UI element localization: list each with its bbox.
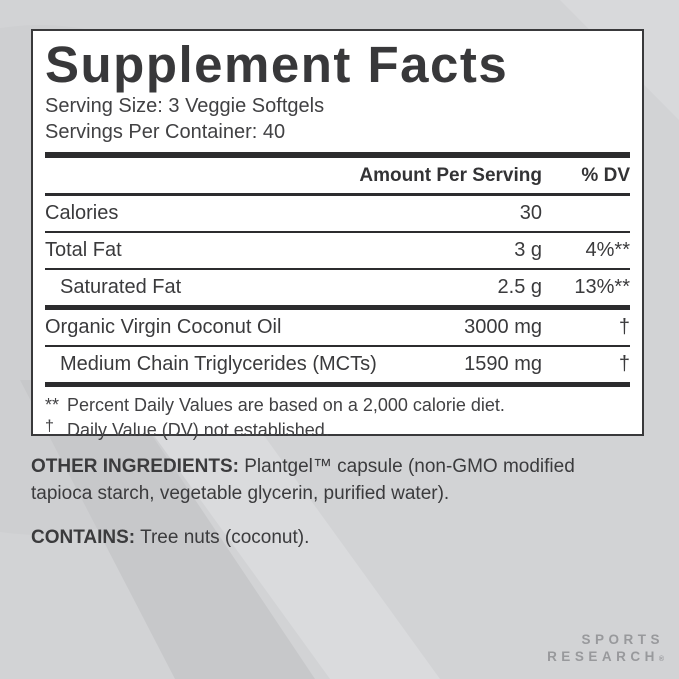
row-amount: 3 g [514, 239, 542, 262]
brand-line-research: RESEARCH® [547, 648, 664, 668]
other-ingredients-section: OTHER INGREDIENTS: Plantgel™ capsule (no… [31, 453, 619, 551]
other-ingredients-label: OTHER INGREDIENTS: [31, 456, 239, 477]
footnote-dv-not-established: † Daily Value (DV) not established. [45, 418, 630, 443]
row-amount: 30 [519, 202, 542, 225]
brand-line-sports: SPORTS [581, 632, 664, 647]
footnote-text: Daily Value (DV) not established. [67, 420, 330, 441]
row-dv: 4%** [585, 239, 630, 262]
footnotes: ** Percent Daily Values are based on a 2… [45, 387, 630, 443]
row-name: Medium Chain Triglycerides (MCTs) [60, 353, 377, 376]
serving-size: Serving Size: 3 Veggie Softgels [45, 95, 325, 118]
divider-heavy [45, 305, 630, 311]
table-row-saturated-fat: Saturated Fat 2.5 g 13%** [45, 270, 630, 305]
table-row-calories: Calories 30 [45, 196, 630, 231]
row-amount: 1590 mg [464, 353, 542, 376]
table-row-coconut-oil: Organic Virgin Coconut Oil 3000 mg † [45, 310, 630, 345]
column-header-amount: Amount Per Serving [359, 165, 542, 187]
contains-line: CONTAINS: Tree nuts (coconut). [31, 524, 619, 551]
row-amount: 3000 mg [464, 316, 542, 339]
row-name: Total Fat [45, 239, 122, 262]
table-row-total-fat: Total Fat 3 g 4%** [45, 233, 630, 268]
row-dv: † [618, 316, 630, 339]
column-header-dv: % DV [581, 165, 630, 187]
footnote-symbol-asterisks: ** [45, 395, 60, 416]
other-ingredients-text: Plantgel™ capsule (non-GMO modified tapi… [31, 456, 575, 504]
row-name: Calories [45, 202, 119, 225]
contains-label: CONTAINS: [31, 527, 136, 548]
brand-research-text: RESEARCH [547, 649, 659, 664]
footnote-text: Percent Daily Values are based on a 2,00… [67, 395, 505, 416]
row-dv: † [618, 353, 630, 376]
panel-title: Supplement Facts [45, 36, 509, 93]
brand-logo: SPORTS RESEARCH® [547, 631, 664, 668]
row-amount: 2.5 g [497, 276, 542, 299]
registered-trademark-symbol: ® [658, 656, 664, 663]
other-ingredients-line: OTHER INGREDIENTS: Plantgel™ capsule (no… [31, 453, 619, 507]
divider-thin [45, 268, 630, 271]
row-name: Organic Virgin Coconut Oil [45, 316, 282, 339]
divider-thin [45, 231, 630, 234]
supplement-facts-panel: Supplement Facts Serving Size: 3 Veggie … [31, 29, 644, 440]
servings-per-container: Servings Per Container: 40 [45, 121, 286, 144]
divider-heavy [45, 382, 630, 388]
divider-thin [45, 345, 630, 348]
table-header-row: Amount Per Serving % DV [45, 158, 630, 193]
footnote-symbol-dagger: † [45, 418, 54, 436]
footnote-daily-values: ** Percent Daily Values are based on a 2… [45, 393, 630, 418]
row-name: Saturated Fat [60, 276, 182, 299]
table-row-mcts: Medium Chain Triglycerides (MCTs) 1590 m… [45, 347, 630, 382]
contains-text: Tree nuts (coconut). [135, 527, 310, 548]
divider-medium [45, 193, 630, 197]
divider-heavy [45, 152, 630, 159]
row-dv: 13%** [574, 276, 630, 299]
